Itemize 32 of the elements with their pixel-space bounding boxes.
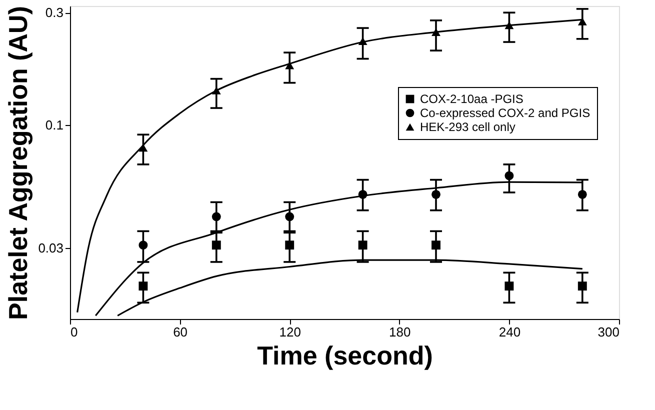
x-tick-label: 120 <box>279 324 301 340</box>
point <box>212 240 221 250</box>
y-tick-label: 0.1 <box>45 117 64 132</box>
x-tick-label: 0 <box>70 324 78 340</box>
point <box>432 28 440 36</box>
point <box>138 282 148 291</box>
point <box>285 62 294 70</box>
point <box>504 282 514 291</box>
x-tick-label: 60 <box>173 324 188 340</box>
legend-label: COX-2-10aa -PGIS <box>420 92 524 106</box>
x-axis-title: Time (second) <box>257 340 433 370</box>
point <box>358 240 368 250</box>
y-axis-title: Platelet Aggregation (AU) <box>3 6 34 320</box>
point <box>212 212 221 222</box>
x-tick-label: 240 <box>498 324 521 340</box>
x-tick-label: 180 <box>389 324 411 340</box>
legend-label: HEK-293 cell only <box>420 120 516 134</box>
y-tick-label: 0.3 <box>45 5 64 20</box>
point <box>285 212 294 222</box>
y-tick-label: 0.03 <box>38 240 64 256</box>
point <box>504 171 514 180</box>
point <box>578 190 587 199</box>
point <box>578 282 587 291</box>
point <box>285 240 294 250</box>
legend-label: Co-expressed COX-2 and PGIS <box>420 106 590 120</box>
x-tick-label: 300 <box>598 324 620 340</box>
point <box>432 240 440 250</box>
point <box>432 190 440 199</box>
point <box>578 18 587 26</box>
point <box>212 86 221 94</box>
point <box>358 190 368 199</box>
point <box>138 240 148 250</box>
